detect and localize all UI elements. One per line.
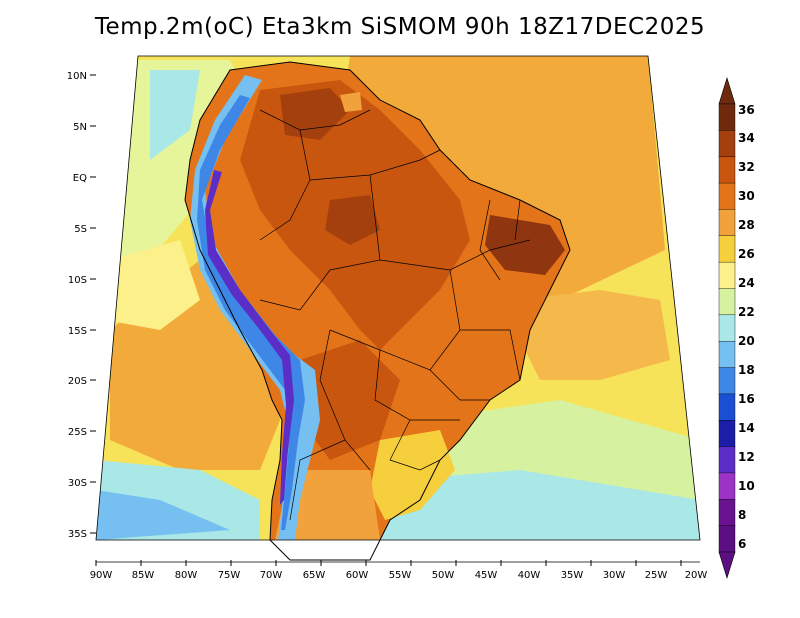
lat-label: 5N (73, 122, 87, 133)
pacific-north-warm (105, 240, 200, 330)
colorbar-segment (718, 340, 736, 369)
very-hot-northeast (485, 215, 565, 275)
lon-label: 85W (132, 570, 155, 581)
lon-label: 45W (475, 570, 498, 581)
longitude-axis: 90W 85W 80W 75W 70W 65W 60W 55W 50W 45W … (90, 560, 708, 581)
border-line (289, 439, 346, 521)
lat-label: EQ (73, 173, 87, 184)
colorbar-segment (718, 420, 736, 448)
lat-label: 35S (68, 529, 87, 540)
colorbar-label: 32 (738, 160, 755, 174)
lon-label: 20W (685, 570, 708, 581)
very-hot-centre (325, 195, 380, 245)
lon-label: 60W (346, 570, 369, 581)
colorbar-label: 12 (738, 450, 755, 464)
lon-label: 65W (303, 570, 326, 581)
lat-label: 5S (74, 224, 87, 235)
lat-label: 10S (68, 275, 87, 286)
colorbar-segment (718, 314, 736, 342)
lon-label: 50W (432, 570, 455, 581)
colorbar-segment (718, 525, 736, 553)
border-line (319, 329, 371, 471)
lon-label: 35W (561, 570, 584, 581)
colorbar-top-arrow (718, 76, 736, 105)
border-line (309, 149, 441, 181)
colorbar-segment (718, 156, 736, 184)
southern-cold-ocean (96, 490, 230, 540)
colorbar-segment (718, 446, 736, 474)
lon-label: 40W (518, 570, 541, 581)
colorbar-segment (718, 182, 736, 211)
colorbar: 36 34 32 30 28 26 24 22 20 18 16 14 12 1… (718, 76, 755, 580)
colorbar-label: 8 (738, 508, 746, 522)
southern-atlantic-light (400, 400, 700, 500)
colorbar-label: 10 (738, 479, 755, 493)
lon-label: 80W (175, 570, 198, 581)
warm-atlantic-south (520, 290, 670, 380)
lon-label: 90W (90, 570, 113, 581)
border-line (259, 109, 371, 131)
colorbar-segment (718, 130, 736, 158)
colorbar-label: 24 (738, 276, 755, 290)
border-line (379, 239, 531, 271)
map-domain (96, 56, 700, 540)
colorbar-label: 6 (738, 537, 746, 551)
lon-label: 70W (260, 570, 283, 581)
lon-label: 30W (603, 570, 626, 581)
colorbar-segment (718, 288, 736, 316)
andes-very-cold (205, 170, 294, 505)
border-line (429, 369, 490, 401)
colorbar-segment (718, 367, 736, 395)
colorbar-segment (718, 393, 736, 421)
lon-label: 55W (389, 570, 412, 581)
border-line (259, 174, 381, 311)
colorbar-segment (718, 235, 736, 263)
colorbar-bottom-arrow (718, 551, 736, 580)
political-borders (259, 109, 531, 521)
very-hot-amazon (280, 88, 350, 140)
coastline (184, 61, 571, 561)
border-line (374, 349, 460, 421)
border-line (389, 419, 441, 471)
colorbar-label: 26 (738, 247, 755, 261)
lat-label: 30S (68, 478, 87, 489)
colorbar-label: 18 (738, 363, 755, 377)
colorbar-label: 20 (738, 334, 755, 348)
colorbar-segment (718, 261, 736, 290)
southern-atlantic-cool (380, 460, 700, 540)
colorbar-segment (718, 472, 736, 500)
guiana-highlands (340, 92, 362, 112)
colorbar-label: 36 (738, 103, 755, 117)
lat-label: 25S (68, 427, 87, 438)
border-line (479, 199, 501, 281)
domain-outline (95, 55, 701, 541)
latitude-axis: 10N 5N EQ 5S 10S 15S 20S 25S 30S 35S (67, 71, 96, 540)
colorbar-segments (718, 103, 736, 553)
cool-pacific-north-2 (150, 70, 200, 160)
colorbar-label: 22 (738, 305, 755, 319)
border-line (514, 199, 521, 241)
colorbar-segment (718, 103, 736, 132)
lon-label: 75W (218, 570, 241, 581)
colorbar-label: 16 (738, 392, 755, 406)
border-line (460, 329, 521, 381)
colorbar-segment (718, 499, 736, 527)
lat-label: 20S (68, 376, 87, 387)
colorbar-label: 14 (738, 421, 755, 435)
southern-brazil-mild (370, 430, 455, 520)
lat-label: 10N (67, 71, 87, 82)
colorbar-segment (718, 209, 736, 237)
map-title: Temp.2m(oC) Eta3km SiSMOM 90h 18Z17DEC20… (94, 14, 706, 40)
colorbar-label: 30 (738, 189, 755, 203)
colorbar-label: 28 (738, 218, 755, 232)
lat-label: 15S (68, 326, 87, 337)
border-line (259, 129, 311, 241)
colorbar-label: 34 (738, 131, 755, 145)
hot-chaco (300, 340, 400, 460)
lon-label: 25W (645, 570, 668, 581)
